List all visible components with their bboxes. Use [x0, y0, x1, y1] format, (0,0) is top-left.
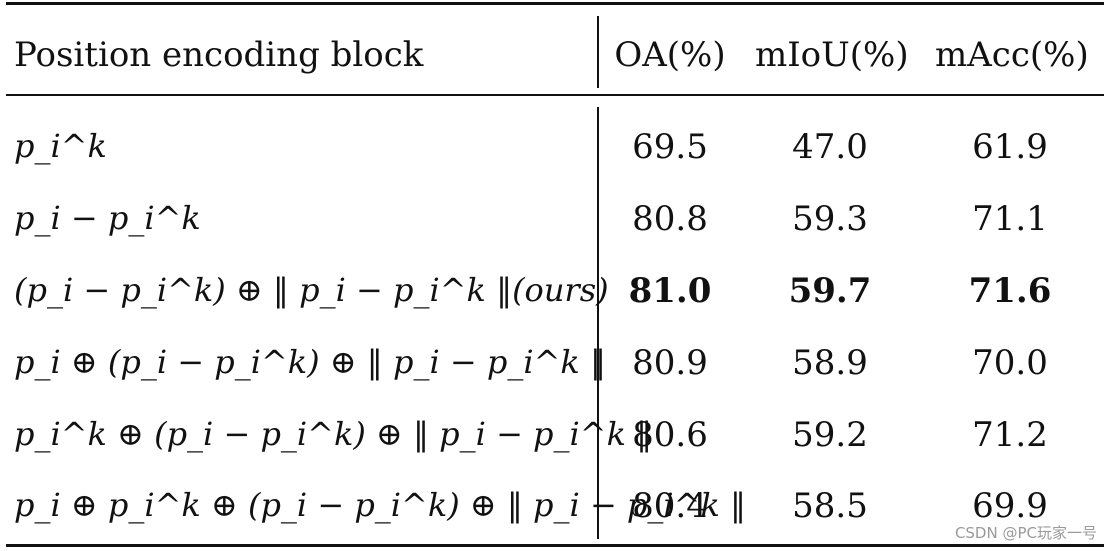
watermark: CSDN @PC玩家一号	[954, 524, 1097, 542]
row-label: p_i^k	[14, 127, 107, 165]
cell-oa: 80.6	[632, 415, 708, 455]
row-label: (p_i − p_i^k) ⊕ ‖ p_i − p_i^k ‖(ours)	[14, 271, 609, 309]
header-miou: mIoU(%)	[755, 35, 909, 75]
cell-oa: 69.5	[632, 127, 708, 167]
bottom-rule	[6, 544, 1104, 547]
header-column-divider	[597, 16, 599, 88]
cell-miou: 58.9	[792, 343, 868, 383]
cell-macc: 71.2	[972, 415, 1048, 455]
cell-miou: 47.0	[792, 127, 868, 167]
cell-macc: 69.9	[972, 486, 1048, 526]
cell-oa: 81.0	[628, 271, 712, 311]
cell-oa: 80.4	[632, 486, 708, 526]
cell-miou: 59.7	[788, 271, 872, 311]
body-column-divider	[597, 107, 599, 539]
header-position-encoding: Position encoding block	[14, 35, 424, 75]
top-rule	[6, 2, 1104, 5]
header-rule	[6, 94, 1104, 96]
cell-miou: 59.2	[792, 415, 868, 455]
cell-macc: 71.6	[968, 271, 1052, 311]
header-macc: mAcc(%)	[935, 35, 1089, 75]
row-label: p_i ⊕ (p_i − p_i^k) ⊕ ‖ p_i − p_i^k ‖	[14, 343, 606, 381]
header-oa: OA(%)	[614, 35, 726, 75]
row-label: p_i^k ⊕ (p_i − p_i^k) ⊕ ‖ p_i − p_i^k ‖	[14, 415, 653, 453]
cell-macc: 70.0	[972, 343, 1048, 383]
cell-miou: 59.3	[792, 199, 868, 239]
cell-oa: 80.8	[632, 199, 708, 239]
cell-miou: 58.5	[792, 486, 868, 526]
cell-macc: 71.1	[972, 199, 1048, 239]
row-label: p_i ⊕ p_i^k ⊕ (p_i − p_i^k) ⊕ ‖ p_i − p_…	[14, 486, 747, 524]
row-label: p_i − p_i^k	[14, 199, 201, 237]
cell-oa: 80.9	[632, 343, 708, 383]
cell-macc: 61.9	[972, 127, 1048, 167]
